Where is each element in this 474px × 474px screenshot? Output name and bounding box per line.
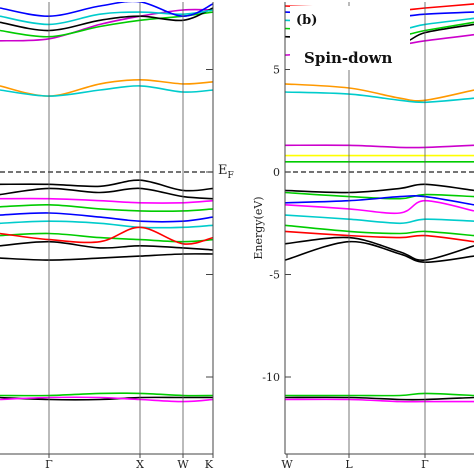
- panel-b-ytick-label-0: 5: [273, 64, 280, 77]
- panel-a-band-8: [0, 187, 213, 200]
- fermi-level-label: EF: [218, 163, 234, 181]
- panel-a-band-2: [0, 8, 213, 42]
- panel-b-left-ticks: [285, 69, 291, 378]
- panel-a-band-1: [0, 85, 213, 97]
- panel-b-band-7: [285, 195, 474, 206]
- panel-b-ytick-label-3: -10: [262, 371, 280, 384]
- panel-b-kpoint-label-0: W: [281, 458, 293, 471]
- panel-b-ytick-label-1: 0: [273, 166, 280, 179]
- panel-a-band-11: [0, 212, 213, 223]
- panel-b-band-2: [285, 144, 474, 149]
- panel-b-ytick-labels: 5 0 -5 -10: [262, 64, 280, 385]
- panel-b-band-9: [285, 214, 474, 225]
- panel-a-band-7: [0, 179, 213, 192]
- panel-b-bands: [285, 3, 474, 403]
- panel-b-band-0: [285, 83, 474, 102]
- panel-a-band-6: [0, 2, 213, 18]
- panel-a-band-0: [0, 78, 213, 97]
- panel-b-band-5: [285, 183, 474, 194]
- panel-a-band-plot: Γ X W K EF: [0, 2, 234, 471]
- panel-b-label: (b): [296, 13, 317, 28]
- panel-a-band-16: [0, 253, 213, 261]
- panel-a-kpoint-label-1: X: [136, 458, 144, 471]
- panel-b-band-plot: 5 0 -5 -10 W L Γ Energy(eV) (b) Spin-down: [252, 2, 474, 471]
- panel-a-band-4: [0, 7, 213, 32]
- panel-b-band-12: [285, 236, 474, 262]
- panel-a-band-17: [0, 392, 213, 397]
- panel-b-band-1: [285, 91, 474, 104]
- panel-b-kpoint-label-2: Γ: [421, 458, 429, 471]
- panel-a-band-15: [0, 240, 213, 251]
- panel-a-kpoint-label-0: Γ: [45, 458, 53, 471]
- panel-a-band-13: [0, 232, 213, 243]
- panel-b-kpoint-label-1: L: [345, 458, 353, 471]
- panel-b-band-8: [285, 199, 474, 215]
- panel-b-kpoint-lines: [348, 2, 426, 454]
- panel-a-band-10: [0, 203, 213, 212]
- panel-b-band-14: [285, 392, 474, 397]
- panel-a-kpoint-label-2: W: [177, 458, 189, 471]
- panel-a-band-9: [0, 197, 213, 204]
- panel-a-band-5: [0, 9, 213, 26]
- panel-b-band-13: [285, 240, 474, 264]
- panel-b-y-axis-label: Energy(eV): [252, 196, 265, 259]
- panel-b-title-backdrop: [290, 6, 410, 70]
- panel-b-band-16: [285, 398, 474, 403]
- panel-a-band-14: [0, 226, 213, 245]
- panel-b-title: Spin-down: [304, 49, 393, 67]
- panel-b-band-10: [285, 224, 474, 237]
- panel-a-band-19: [0, 396, 213, 403]
- panel-b-band-11: [285, 230, 474, 243]
- panel-a-band-12: [0, 220, 213, 229]
- panel-b-band-15: [285, 396, 474, 401]
- panel-a-bands: [0, 2, 213, 403]
- panel-b-band-6: [285, 191, 474, 200]
- panel-a-kpoint-lines: [48, 2, 184, 454]
- panel-a-kpoint-label-3: K: [205, 458, 214, 471]
- panel-a-right-ticks: [206, 69, 213, 378]
- panel-b-ytick-label-2: -5: [269, 269, 280, 282]
